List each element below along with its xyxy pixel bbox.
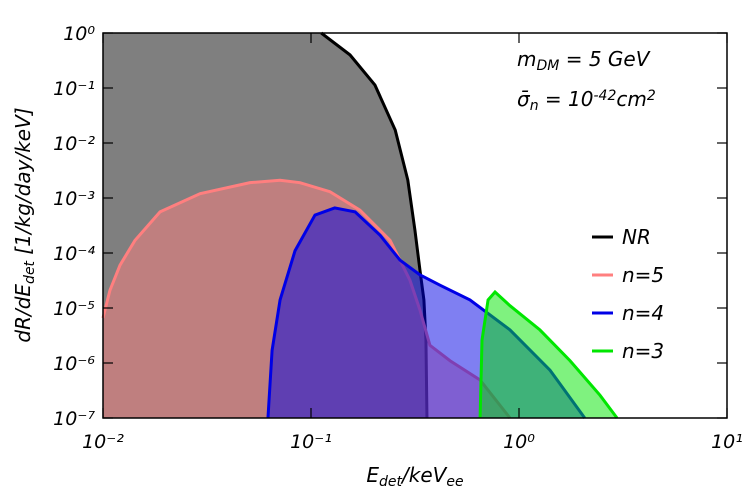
x-tick-label: 10⁰ (503, 431, 535, 453)
annotation-part: σ̄ (517, 87, 531, 111)
x-tick-label: 10⁻² (82, 431, 124, 453)
x-axis-label-part: E (366, 463, 379, 487)
x-tick-label: 10¹ (711, 431, 743, 453)
y-tick-label: 10⁻⁵ (53, 298, 95, 320)
y-tick-label: 10⁰ (63, 23, 95, 45)
x-axis-label-part: det (379, 474, 403, 490)
legend-label: n=3 (622, 339, 664, 363)
annotation-part: = 10 (539, 87, 594, 111)
line (478, 289, 619, 419)
y-axis-label-part: det (22, 260, 38, 284)
annotation-part: = 5 GeV (559, 47, 650, 71)
plot-area (101, 31, 619, 419)
annotation-part: -42 (593, 88, 616, 104)
legend-label: n=5 (622, 263, 664, 287)
y-tick-label: 10⁻⁴ (53, 243, 95, 265)
annotation: mDM = 5 GeV (517, 47, 651, 74)
y-tick-label: 10⁻⁷ (53, 408, 95, 430)
annotation-part: DM (536, 58, 559, 74)
y-tick-label: 10⁻⁶ (53, 353, 95, 375)
annotation-part: m (517, 47, 536, 71)
y-axis-label-part: [1/kg/day/keV] (11, 107, 35, 261)
x-axis-label: Edet/keVee (366, 463, 463, 490)
annotation-part: n (530, 98, 539, 114)
area (480, 292, 618, 418)
x-tick-label: 10⁻¹ (290, 431, 332, 453)
y-tick-label: 10⁻¹ (53, 78, 95, 100)
x-axis-label-part: ee (446, 474, 463, 490)
annotation-part: cm (616, 87, 646, 111)
y-tick-label: 10⁻² (53, 133, 95, 155)
legend-label: n=4 (622, 301, 664, 325)
y-tick-label: 10⁻³ (53, 188, 95, 210)
legend-label: NR (622, 225, 651, 249)
annotation: σ̄n = 10-42cm2 (517, 87, 656, 114)
x-axis-label-part: /keV (400, 463, 448, 487)
annotation-part: 2 (647, 88, 656, 104)
plot-frame (102, 32, 728, 419)
y-axis-label: dR/dEdet [1/kg/day/keV] (11, 107, 38, 342)
y-axis-label-part: dR/dE (11, 284, 35, 343)
